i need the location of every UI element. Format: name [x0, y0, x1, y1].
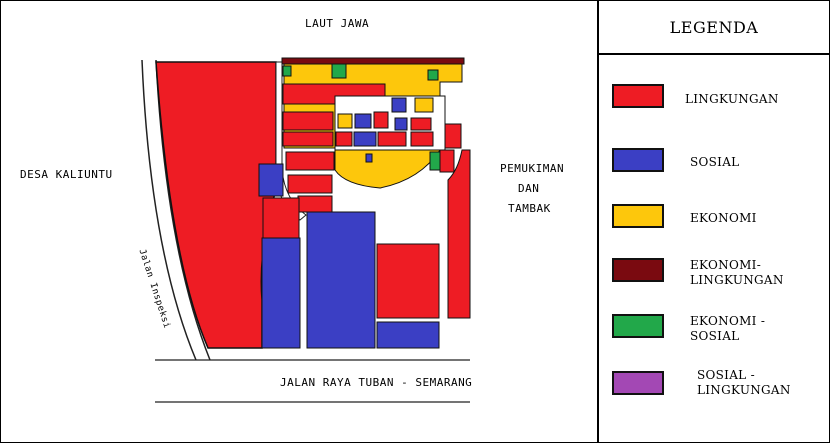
label-east-3: TAMBAK — [508, 202, 551, 215]
zone-sosial-core4 — [394, 117, 408, 131]
legend-swatch-ekonomi-sosial — [612, 314, 664, 338]
zone-lingkungan-row3 — [282, 131, 334, 147]
legend-label-ekonomi-lingkungan: EKONOMI- LINGKUNGAN — [690, 258, 784, 287]
zone-ekonomi-sosial-1 — [282, 65, 292, 77]
zone-lingkungan-core3 — [373, 111, 389, 129]
label-east-2: DAN — [518, 182, 540, 195]
zone-ekonomi-sosial-3 — [427, 69, 439, 81]
legend-label-ekonomi-sosial: EKONOMI - SOSIAL — [690, 314, 766, 343]
legend-swatch-sosial — [612, 148, 664, 172]
zone-lingkungan-core4 — [410, 117, 432, 131]
legend-swatch-lingkungan — [612, 84, 664, 108]
zone-sosial-center — [306, 211, 376, 349]
zone-ekonomi-core1 — [337, 113, 353, 129]
label-east-1: PEMUKIMAN — [500, 162, 565, 175]
zone-lingkungan-mid-left — [262, 197, 300, 241]
zone-sosial-core1 — [353, 131, 377, 147]
zone-lingkungan-row2 — [282, 111, 334, 131]
label-north: LAUT JAWA — [305, 17, 370, 30]
zone-lingkungan-core5 — [410, 131, 434, 147]
legend-label-sosial-lingkungan: SOSIAL - LINGKUNGAN — [697, 368, 791, 397]
zone-lingkungan-row4 — [285, 151, 335, 171]
legend-label-ekonomi: EKONOMI — [690, 211, 757, 225]
zone-sosial-core3 — [391, 97, 407, 113]
zone-lingkungan-core2 — [377, 131, 407, 147]
zone-lingkungan-east-small — [444, 123, 462, 149]
zone-lingkungan-center-right — [376, 243, 440, 319]
zone-ekonomi-lingkungan-top — [281, 57, 465, 65]
legend-swatch-sosial-lingkungan — [612, 371, 664, 395]
zone-sosial-bottom-right — [376, 321, 440, 349]
zone-sosial-mid-left — [261, 237, 301, 349]
legend-label-lingkungan: LINGKUNGAN — [685, 92, 779, 106]
zone-lingkungan-core1 — [335, 131, 353, 147]
label-south: JALAN RAYA TUBAN - SEMARANG — [280, 376, 473, 389]
zone-ekonomi-core2 — [414, 97, 434, 113]
zone-sosial-core2 — [354, 113, 372, 129]
legend-header-line — [598, 53, 830, 55]
zone-lingkungan-west — [155, 61, 277, 349]
site-map — [141, 57, 471, 403]
road-edge-west — [141, 59, 197, 361]
legend-swatch-ekonomi-lingkungan — [612, 258, 664, 282]
legend-swatch-ekonomi — [612, 204, 664, 228]
zone-ekonomi-sosial-4 — [429, 151, 441, 171]
legend-label-sosial: SOSIAL — [690, 155, 740, 169]
zone-lingkungan-east-notch — [439, 149, 455, 173]
zone-lingkungan-row5 — [287, 174, 333, 194]
legend-title: LEGENDA — [669, 18, 759, 37]
label-west: DESA KALIUNTU — [20, 168, 113, 181]
zone-sosial-core5 — [365, 153, 373, 163]
legend-divider — [597, 0, 599, 443]
zone-lingkungan-east-strip — [447, 149, 471, 319]
zone-sosial-west-small — [258, 163, 284, 197]
zone-ekonomi-sosial-2 — [331, 63, 347, 79]
zone-lingkungan-row6 — [297, 195, 333, 213]
